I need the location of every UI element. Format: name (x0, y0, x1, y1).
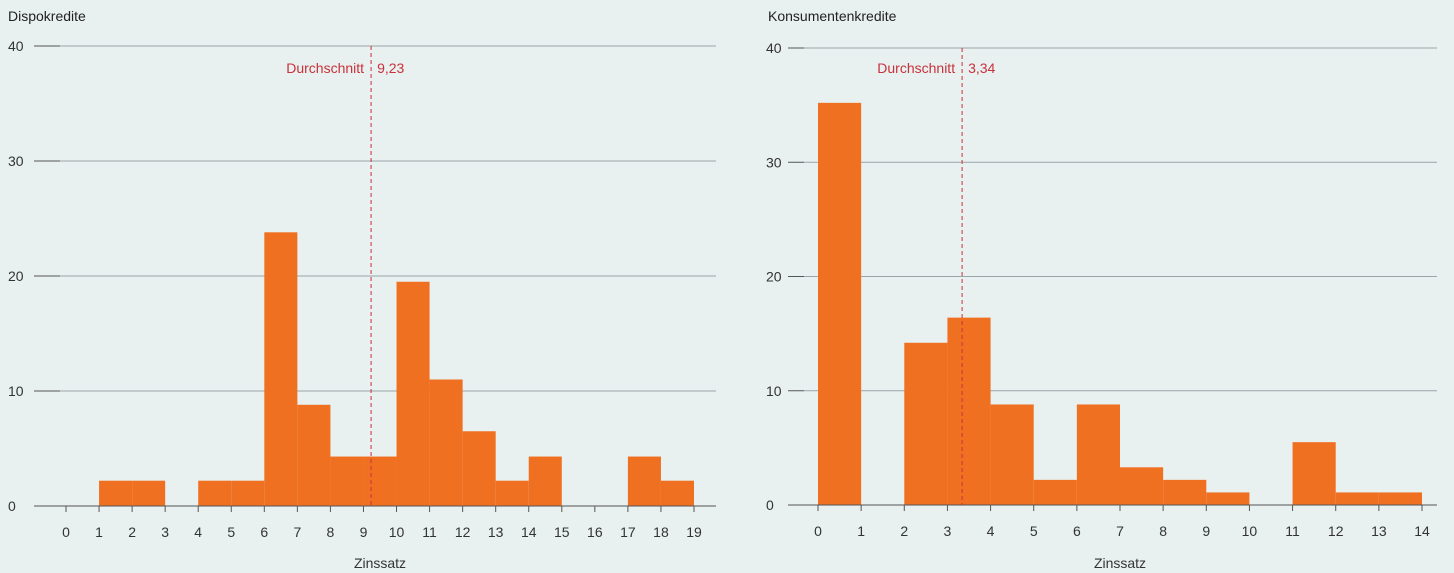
x-tick-label: 12 (1328, 523, 1344, 539)
x-tick-label: 2 (900, 523, 908, 539)
histogram-bar (947, 317, 991, 505)
y-tick-label: 30 (766, 154, 782, 170)
x-tick-label: 15 (554, 524, 570, 540)
histogram-bar (396, 281, 430, 506)
average-value: 3,34 (968, 60, 995, 76)
x-tick-label: 10 (1242, 523, 1258, 539)
histogram-bar (990, 404, 1034, 505)
histogram-bar (1292, 442, 1336, 505)
x-tick-label: 14 (521, 524, 537, 540)
x-tick-label: 6 (1073, 523, 1081, 539)
histogram-bar (660, 480, 694, 506)
x-tick-label: 7 (293, 524, 301, 540)
histogram-bar (1163, 479, 1207, 505)
chart-title: Konsumentenkredite (768, 8, 897, 24)
histogram-bar (1335, 492, 1379, 505)
x-tick-label: 16 (587, 524, 603, 540)
x-tick-label: 5 (227, 524, 235, 540)
x-tick-label: 14 (1414, 523, 1430, 539)
x-tick-label: 13 (1371, 523, 1387, 539)
average-value: 9,23 (377, 60, 404, 76)
y-tick-label: 40 (766, 40, 782, 56)
histogram-bar (528, 456, 562, 506)
x-tick-label: 10 (389, 524, 405, 540)
x-tick-label: 3 (944, 523, 952, 539)
x-tick-label: 12 (455, 524, 471, 540)
x-tick-label: 8 (1159, 523, 1167, 539)
x-tick-label: 7 (1116, 523, 1124, 539)
x-tick-label: 6 (260, 524, 268, 540)
histogram-bar (1378, 492, 1422, 505)
histogram-bar (264, 232, 298, 507)
x-tick-label: 3 (161, 524, 169, 540)
x-tick-label: 8 (327, 524, 335, 540)
y-tick-label: 0 (766, 497, 774, 513)
x-tick-label: 9 (1202, 523, 1210, 539)
histogram-bar (1033, 479, 1077, 505)
x-tick-label: 0 (62, 524, 70, 540)
x-tick-label: 5 (1030, 523, 1038, 539)
y-tick-label: 20 (8, 268, 24, 284)
histogram-bar (495, 480, 529, 506)
y-tick-label: 10 (766, 383, 782, 399)
y-tick-label: 20 (766, 269, 782, 285)
histogram-bar (231, 480, 265, 506)
x-tick-label: 1 (857, 523, 865, 539)
average-label: Durchschnitt (286, 60, 364, 76)
histogram-bar (429, 379, 463, 506)
histogram-bar (99, 480, 133, 506)
x-tick-label: 18 (653, 524, 669, 540)
histogram-bar (198, 480, 232, 506)
histogram-bar (627, 456, 661, 506)
average-label: Durchschnitt (877, 60, 955, 76)
x-tick-label: 4 (987, 523, 995, 539)
y-tick-label: 10 (8, 383, 24, 399)
x-tick-label: 17 (620, 524, 636, 540)
x-tick-label: 11 (1285, 523, 1300, 539)
x-tick-label: 2 (128, 524, 136, 540)
y-tick-label: 0 (8, 498, 16, 514)
x-tick-label: 9 (360, 524, 368, 540)
histogram-bar (132, 480, 166, 506)
y-tick-label: 30 (8, 153, 24, 169)
histogram-bar (818, 102, 862, 505)
chart-title: Dispokredite (8, 8, 86, 24)
histogram-bar (297, 404, 331, 506)
histogram-bar (462, 431, 496, 506)
histogram-bar (363, 456, 397, 506)
x-tick-label: 4 (194, 524, 202, 540)
x-tick-label: 1 (95, 524, 103, 540)
x-tick-label: 13 (488, 524, 504, 540)
histogram-bar (330, 456, 364, 506)
histogram-bar (904, 342, 948, 505)
histogram-bar (1120, 467, 1164, 505)
histogram-bar (1206, 492, 1250, 505)
x-tick-label: 0 (814, 523, 822, 539)
x-axis-label: Zinssatz (1094, 555, 1146, 571)
x-axis-label: Zinssatz (354, 555, 406, 571)
x-tick-label: 19 (686, 524, 702, 540)
x-tick-label: 11 (422, 524, 437, 540)
y-tick-label: 40 (8, 38, 24, 54)
histogram-bar (1076, 404, 1120, 505)
